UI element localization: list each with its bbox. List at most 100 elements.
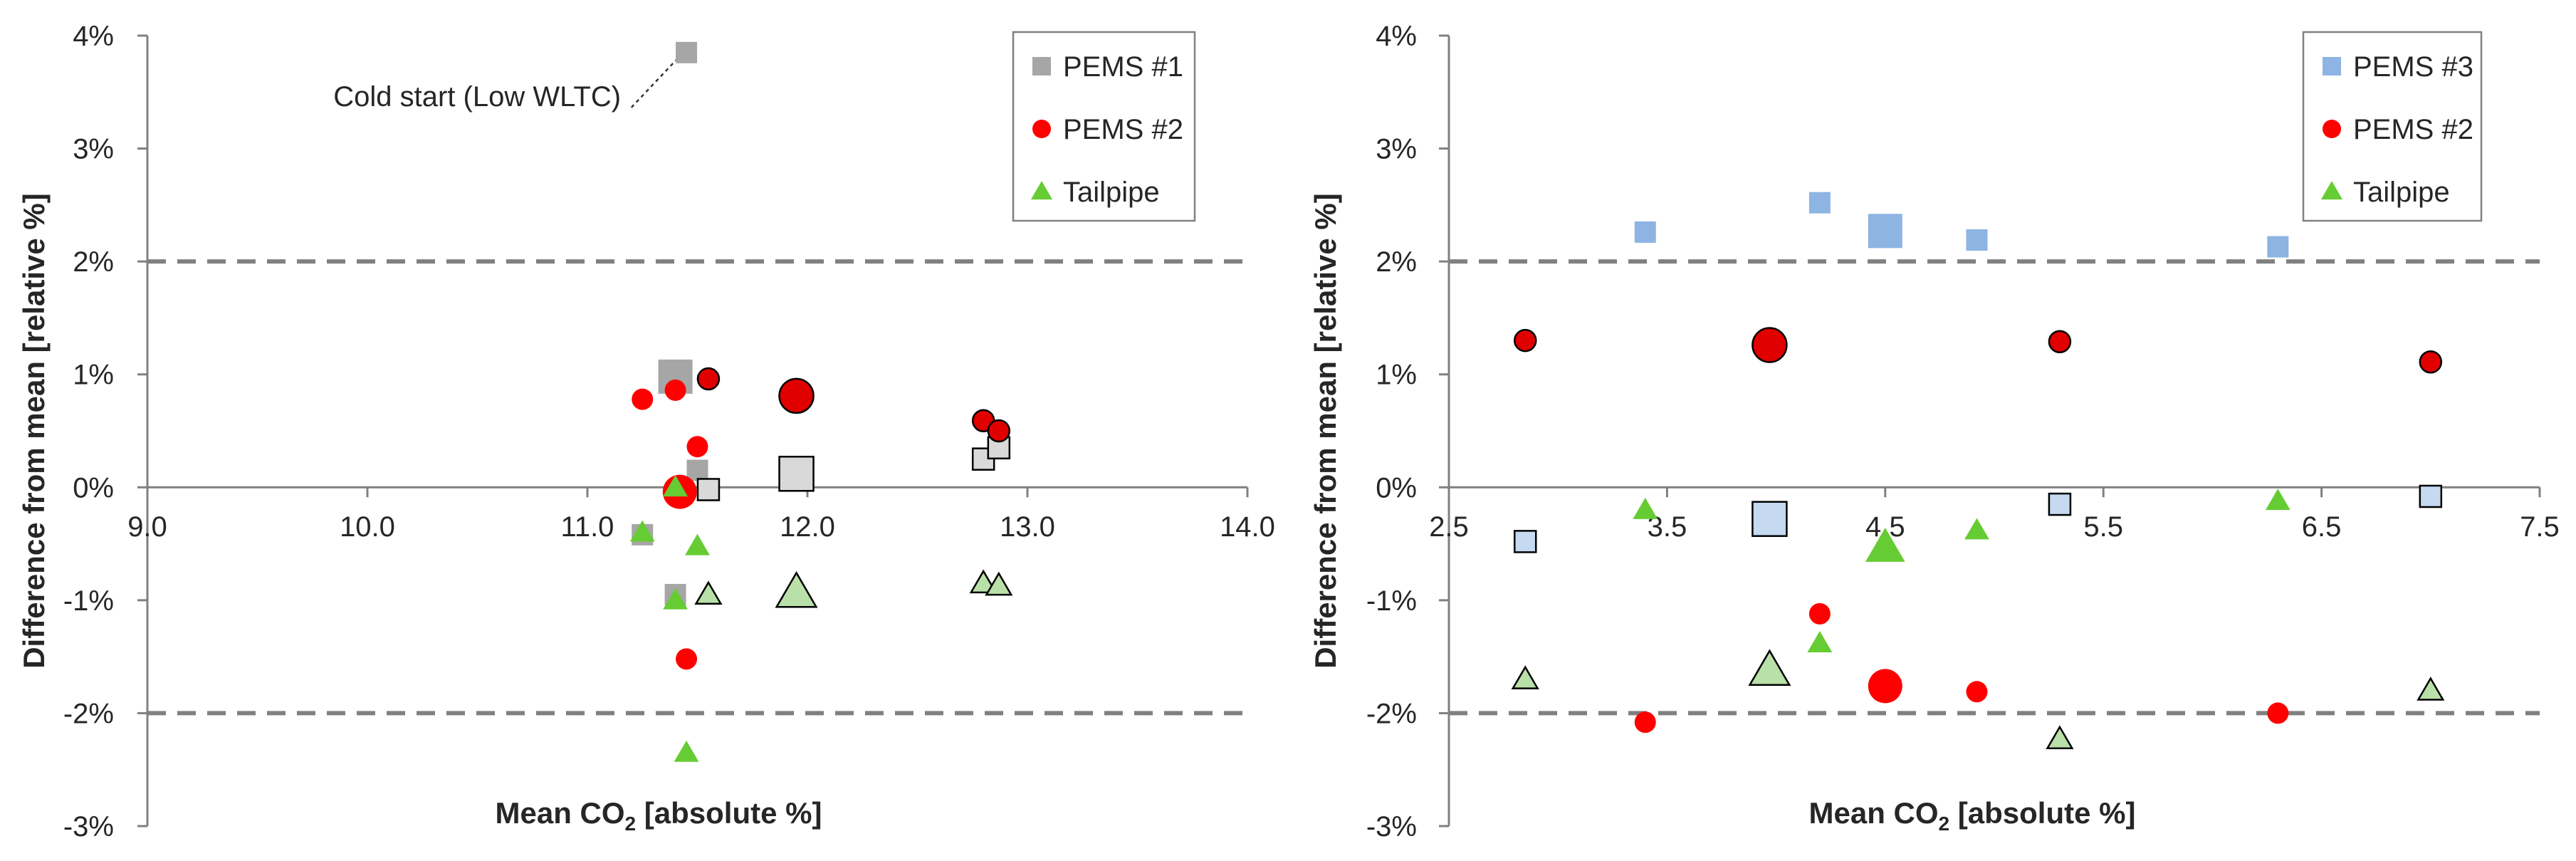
chart-left: -3% -2% -1% 0% 1% 2% 3% 4% 9.0 10.0 11.0 12.0 13.0 14…	[17, 21, 1275, 842]
data-point-tailpipe	[2265, 489, 2290, 511]
data-point-tailpipe	[694, 580, 723, 605]
y-tick-label: 4%	[73, 21, 114, 52]
legend-label: PEMS #1	[1063, 51, 1183, 83]
chart-right: -3%-2%-1%0%1%2%3%4%2.5 3.5 4.5 5.5 6.5 7.5Dif…	[1309, 21, 2560, 842]
data-point-pems-1	[696, 478, 721, 501]
legend-marker	[1032, 120, 1051, 138]
data-point-pems-3	[1868, 214, 1902, 249]
annotation-label: Cold start (Low WLTC)	[333, 81, 621, 113]
data-point-tailpipe	[775, 570, 818, 608]
y-tick-label: 3%	[1376, 134, 1417, 165]
data-point-pems-3	[2419, 484, 2443, 508]
x-axis-title-subscript: 2	[625, 813, 637, 835]
data-point-tailpipe	[1865, 527, 1905, 562]
legend-marker	[1032, 57, 1051, 75]
data-point-tailpipe	[985, 571, 1013, 596]
legend-marker	[2323, 57, 2341, 75]
y-tick-label: 1%	[73, 360, 114, 391]
data-point-pems-2	[696, 367, 721, 391]
legend-label: PEMS #2	[2353, 114, 2473, 145]
data-point-pems-1	[686, 459, 708, 481]
x-tick-label: 9.0	[127, 511, 167, 543]
x-axis-title: Mean CO2 [absolute %]	[1809, 796, 2136, 835]
data-point-pems-2	[1966, 681, 1988, 703]
legend-marker	[2320, 181, 2343, 200]
data-point-tailpipe	[685, 533, 710, 555]
annotation-leader-line	[629, 57, 679, 110]
data-point-pems-1	[676, 41, 698, 63]
data-point-pems-2	[632, 388, 654, 410]
data-point-pems-2	[2419, 350, 2443, 374]
legend-marker	[2323, 120, 2341, 138]
y-tick-label: 2%	[73, 246, 114, 278]
data-point-pems-2	[1808, 602, 1831, 625]
x-axis-title-main: Mean CO	[1809, 796, 1939, 830]
x-tick-label: 2.5	[1429, 511, 1469, 543]
data-point-pems-2	[987, 419, 1011, 443]
x-tick-label: 7.5	[2520, 511, 2560, 543]
data-point-pems-3	[1752, 501, 1788, 537]
x-tick-label: 6.5	[2302, 511, 2342, 543]
data-point-pems-3	[2267, 236, 2289, 258]
x-axis-title-subscript: 2	[1939, 813, 1950, 835]
data-point-tailpipe	[674, 740, 699, 762]
x-axis-title-unit: [absolute %]	[636, 796, 822, 830]
legend-label: Tailpipe	[1063, 177, 1160, 208]
data-point-pems-2	[1513, 328, 1537, 353]
x-tick-label: 12.0	[780, 511, 835, 543]
x-axis-title: Mean CO2 [absolute %]	[496, 796, 822, 835]
data-point-pems-2	[2048, 330, 2072, 353]
data-point-pems-3	[2048, 492, 2072, 516]
y-tick-label: 0%	[1376, 472, 1417, 503]
x-tick-label: 11.0	[561, 511, 614, 543]
data-point-pems-1	[778, 456, 815, 492]
y-tick-label: 2%	[1376, 246, 1417, 278]
data-point-pems-2	[1634, 711, 1656, 734]
data-point-tailpipe	[969, 569, 998, 594]
data-point-pems-3	[1808, 192, 1831, 214]
y-tick-label: 3%	[73, 134, 114, 165]
y-tick-label: 0%	[73, 472, 114, 503]
data-point-tailpipe	[629, 520, 655, 542]
data-point-pems-2	[2267, 702, 2289, 724]
x-tick-label: 10.0	[340, 511, 395, 543]
data-point-tailpipe	[1807, 631, 1833, 652]
data-point-pems-2	[664, 379, 686, 401]
x-tick-label: 5.5	[2083, 511, 2123, 543]
data-point-tailpipe	[1964, 518, 1989, 540]
y-tick-label: -2%	[63, 698, 114, 729]
y-tick-label: -2%	[1366, 698, 1417, 729]
data-point-pems-1	[987, 436, 1011, 460]
x-axis-title-unit: [absolute %]	[1949, 796, 2135, 830]
y-tick-label: -1%	[1366, 585, 1417, 617]
y-tick-label: -3%	[1366, 811, 1417, 842]
y-tick-label: 4%	[1376, 21, 1417, 52]
data-point-tailpipe	[1633, 497, 1658, 519]
legend-label: Tailpipe	[2353, 177, 2450, 208]
y-tick-label: 1%	[1376, 360, 1417, 391]
data-point-pems-2	[1752, 327, 1788, 363]
data-point-tailpipe	[1511, 665, 1539, 689]
y-axis-title: Difference from mean [relative %]	[17, 193, 51, 669]
data-point-tailpipe	[1748, 649, 1791, 686]
data-point-pems-3	[1966, 229, 1988, 251]
x-axis-title-main: Mean CO	[496, 796, 625, 830]
data-point-pems-2	[1868, 669, 1902, 704]
legend-label: PEMS #2	[1063, 114, 1183, 145]
data-point-tailpipe	[663, 588, 688, 610]
data-point-pems-2	[676, 648, 698, 670]
legend-marker	[1030, 181, 1053, 200]
y-tick-label: -1%	[63, 585, 114, 617]
data-point-pems-3	[1513, 530, 1537, 553]
x-tick-label: 13.0	[1000, 511, 1055, 543]
y-axis-title: Difference from mean [relative %]	[1309, 193, 1342, 669]
data-point-pems-3	[1634, 221, 1656, 243]
data-point-pems-2	[778, 377, 815, 414]
x-tick-label: 14.0	[1220, 511, 1275, 543]
legend-label: PEMS #3	[2353, 51, 2473, 83]
data-point-pems-2	[686, 436, 708, 458]
data-point-tailpipe	[2046, 725, 2074, 749]
data-point-tailpipe	[2417, 677, 2445, 701]
data-point-tailpipe	[663, 475, 688, 497]
